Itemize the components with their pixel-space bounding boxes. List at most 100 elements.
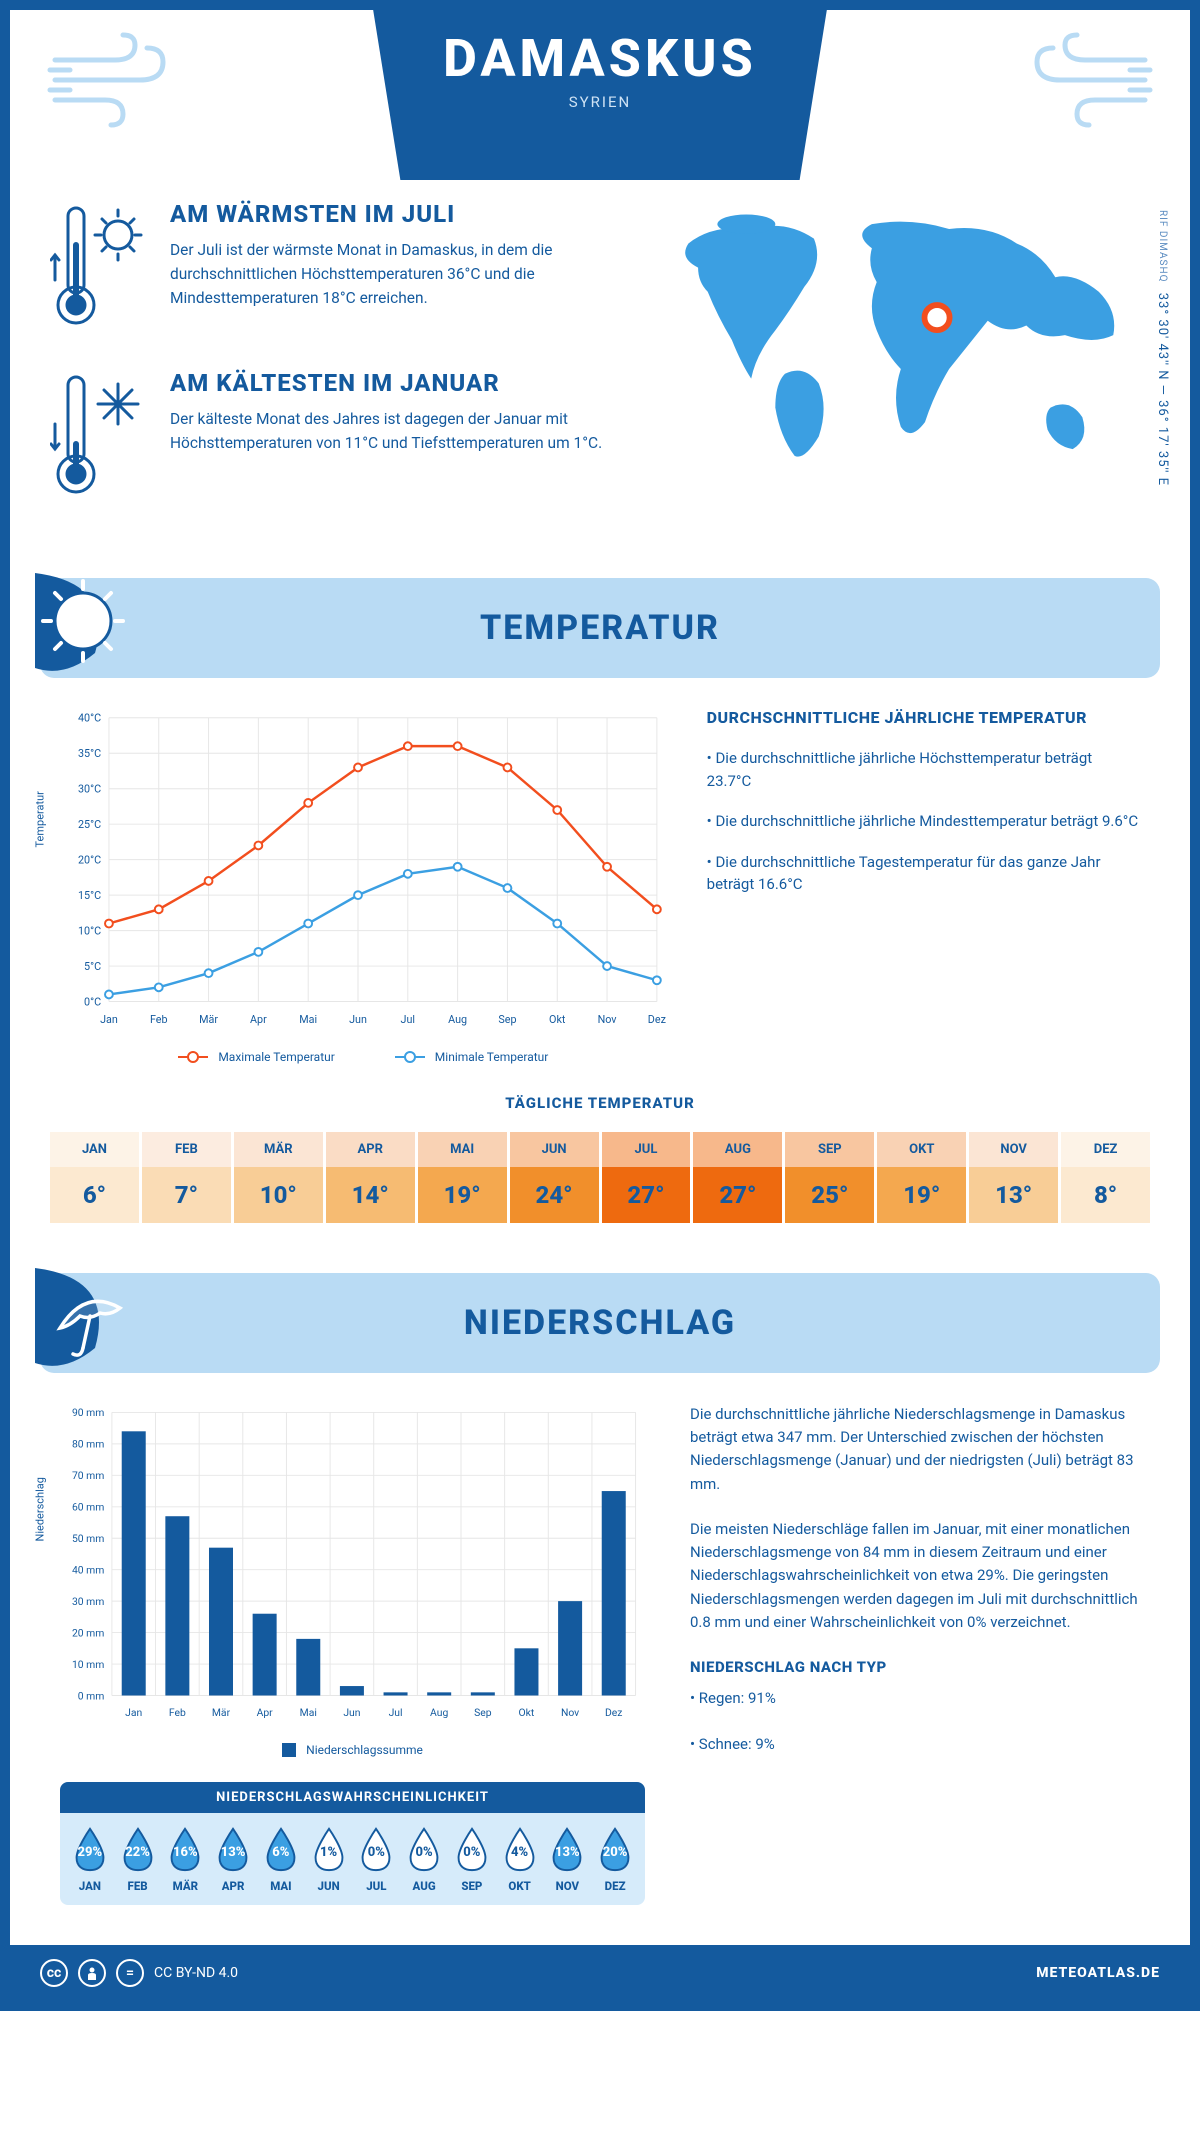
precip-paragraph: Die meisten Niederschläge fallen im Janu… bbox=[690, 1518, 1140, 1634]
raindrop-icon: 4% bbox=[501, 1825, 539, 1873]
daily-temp-cell: JUN 24° bbox=[510, 1132, 599, 1223]
svg-text:5°C: 5°C bbox=[84, 960, 101, 973]
svg-text:Mär: Mär bbox=[212, 1706, 231, 1719]
daily-temp-cell: JUL 27° bbox=[602, 1132, 691, 1223]
temperature-legend: .legend-line[style*='#f24e1e']::after{bo… bbox=[60, 1050, 667, 1064]
svg-text:Dez: Dez bbox=[648, 1013, 666, 1026]
daily-temp-cell: JAN 6° bbox=[50, 1132, 139, 1223]
raindrop-icon: 13% bbox=[548, 1825, 586, 1873]
svg-text:Nov: Nov bbox=[561, 1706, 579, 1719]
probability-cell: 13% APR bbox=[209, 1825, 257, 1893]
svg-text:Aug: Aug bbox=[430, 1706, 448, 1719]
wind-icon bbox=[45, 30, 175, 130]
precip-type-title: NIEDERSCHLAG NACH TYP bbox=[690, 1656, 1140, 1679]
svg-text:Mai: Mai bbox=[300, 1706, 317, 1719]
svg-text:70 mm: 70 mm bbox=[72, 1469, 104, 1482]
daily-temp-cell: MAI 19° bbox=[418, 1132, 507, 1223]
probability-cell: 20% DEZ bbox=[591, 1825, 639, 1893]
svg-text:Jul: Jul bbox=[401, 1013, 415, 1026]
probability-cell: 0% JUL bbox=[353, 1825, 401, 1893]
coldest-text: Der kälteste Monat des Jahres ist dagege… bbox=[170, 407, 622, 455]
raindrop-icon: 0% bbox=[405, 1825, 443, 1873]
daily-temp-cell: APR 14° bbox=[326, 1132, 415, 1223]
precip-legend: Niederschlagssumme bbox=[60, 1743, 645, 1757]
svg-text:40 mm: 40 mm bbox=[72, 1563, 104, 1576]
svg-text:Feb: Feb bbox=[169, 1706, 186, 1719]
country-subtitle: SYRIEN bbox=[443, 93, 757, 111]
intro-section: AM WÄRMSTEN IM JULI Der Juli ist der wär… bbox=[10, 180, 1190, 568]
temp-bullet: • Die durchschnittliche Tagestemperatur … bbox=[707, 851, 1140, 896]
daily-temp-cell: MÄR 10° bbox=[234, 1132, 323, 1223]
precip-info: Die durchschnittliche jährliche Niedersc… bbox=[690, 1403, 1140, 1905]
probability-cell: 13% NOV bbox=[544, 1825, 592, 1893]
probability-cell: 29% JAN bbox=[66, 1825, 114, 1893]
probability-cell: 16% MÄR bbox=[162, 1825, 210, 1893]
probability-cell: 1% JUN bbox=[305, 1825, 353, 1893]
raindrop-icon: 1% bbox=[310, 1825, 348, 1873]
raindrop-icon: 0% bbox=[357, 1825, 395, 1873]
warmest-text: Der Juli ist der wärmste Monat in Damask… bbox=[170, 238, 622, 310]
svg-text:0 mm: 0 mm bbox=[78, 1689, 105, 1702]
daily-temp-title: TÄGLICHE TEMPERATUR bbox=[10, 1094, 1190, 1112]
svg-text:30°C: 30°C bbox=[78, 783, 101, 796]
raindrop-icon: 0% bbox=[453, 1825, 491, 1873]
coldest-title: AM KÄLTESTEN IM JANUAR bbox=[170, 369, 622, 397]
svg-text:50 mm: 50 mm bbox=[72, 1532, 104, 1545]
temp-info-title: DURCHSCHNITTLICHE JÄHRLICHE TEMPERATUR bbox=[707, 708, 1140, 727]
temp-bullet: • Die durchschnittliche jährliche Mindes… bbox=[707, 810, 1140, 833]
svg-text:Mai: Mai bbox=[299, 1013, 317, 1026]
daily-temp-cell: NOV 13° bbox=[969, 1132, 1058, 1223]
svg-text:Nov: Nov bbox=[598, 1013, 618, 1026]
license-text: CC BY-ND 4.0 bbox=[154, 1965, 238, 1981]
region-label: RIF DIMASHQ bbox=[1157, 210, 1168, 282]
svg-text:Sep: Sep bbox=[474, 1706, 492, 1719]
raindrop-icon: 16% bbox=[166, 1825, 204, 1873]
nd-icon: = bbox=[116, 1959, 144, 1987]
sun-icon bbox=[35, 573, 165, 703]
warmest-block: AM WÄRMSTEN IM JULI Der Juli ist der wär… bbox=[50, 200, 622, 334]
daily-temp-cell: SEP 25° bbox=[785, 1132, 874, 1223]
umbrella-icon bbox=[35, 1268, 165, 1398]
legend-item: .legend-line[style*='#3b9fe2']::after{bo… bbox=[395, 1050, 549, 1064]
daily-temp-cell: OKT 19° bbox=[877, 1132, 966, 1223]
site-name: METEOATLAS.DE bbox=[1036, 1965, 1160, 1981]
precip-section-header: NIEDERSCHLAG bbox=[40, 1273, 1160, 1373]
coordinates: 33° 30' 43'' N — 36° 17' 35'' E bbox=[1155, 293, 1170, 486]
raindrop-icon: 29% bbox=[71, 1825, 109, 1873]
thermometer-cold-icon bbox=[50, 369, 145, 503]
svg-text:Dez: Dez bbox=[605, 1706, 622, 1719]
svg-text:Okt: Okt bbox=[549, 1013, 566, 1026]
title-ribbon: DAMASKUS SYRIEN bbox=[373, 10, 827, 180]
cc-icon: cc bbox=[40, 1959, 68, 1987]
temperature-title: TEMPERATUR bbox=[480, 608, 720, 648]
svg-text:80 mm: 80 mm bbox=[72, 1438, 104, 1451]
city-title: DAMASKUS bbox=[443, 28, 757, 89]
raindrop-icon: 22% bbox=[119, 1825, 157, 1873]
svg-text:20°C: 20°C bbox=[78, 854, 101, 867]
svg-text:Apr: Apr bbox=[250, 1013, 267, 1026]
temperature-section-header: TEMPERATUR bbox=[40, 578, 1160, 678]
warmest-title: AM WÄRMSTEN IM JULI bbox=[170, 200, 622, 228]
svg-text:40°C: 40°C bbox=[78, 712, 101, 725]
temp-bullet: • Die durchschnittliche jährliche Höchst… bbox=[707, 747, 1140, 792]
svg-text:25°C: 25°C bbox=[78, 818, 101, 831]
temp-y-axis-label: Temperatur bbox=[34, 792, 47, 848]
raindrop-icon: 20% bbox=[596, 1825, 634, 1873]
svg-text:Aug: Aug bbox=[448, 1013, 467, 1026]
svg-text:Jan: Jan bbox=[125, 1706, 142, 1719]
precip-y-axis-label: Niederschlag bbox=[34, 1477, 47, 1541]
temperature-chart: Temperatur 0°C5°C10°C15°C20°C25°C30°C35°… bbox=[60, 708, 667, 1064]
probability-table: 29% JAN 22% FEB 16% MÄR 13% APR bbox=[60, 1813, 645, 1905]
header: DAMASKUS SYRIEN bbox=[10, 10, 1190, 180]
coldest-block: AM KÄLTESTEN IM JANUAR Der kälteste Mona… bbox=[50, 369, 622, 503]
probability-cell: 4% OKT bbox=[496, 1825, 544, 1893]
svg-text:Okt: Okt bbox=[519, 1706, 535, 1719]
precip-title: NIEDERSCHLAG bbox=[464, 1303, 736, 1343]
precip-legend-label: Niederschlagssumme bbox=[306, 1743, 423, 1757]
footer: cc = CC BY-ND 4.0 METEOATLAS.DE bbox=[10, 1945, 1190, 2001]
svg-text:Jul: Jul bbox=[389, 1706, 403, 1719]
probability-cell: 6% MAI bbox=[257, 1825, 305, 1893]
svg-text:Jun: Jun bbox=[349, 1013, 367, 1026]
svg-text:Jan: Jan bbox=[100, 1013, 118, 1026]
precip-type-item: • Regen: 91% bbox=[690, 1687, 1140, 1710]
